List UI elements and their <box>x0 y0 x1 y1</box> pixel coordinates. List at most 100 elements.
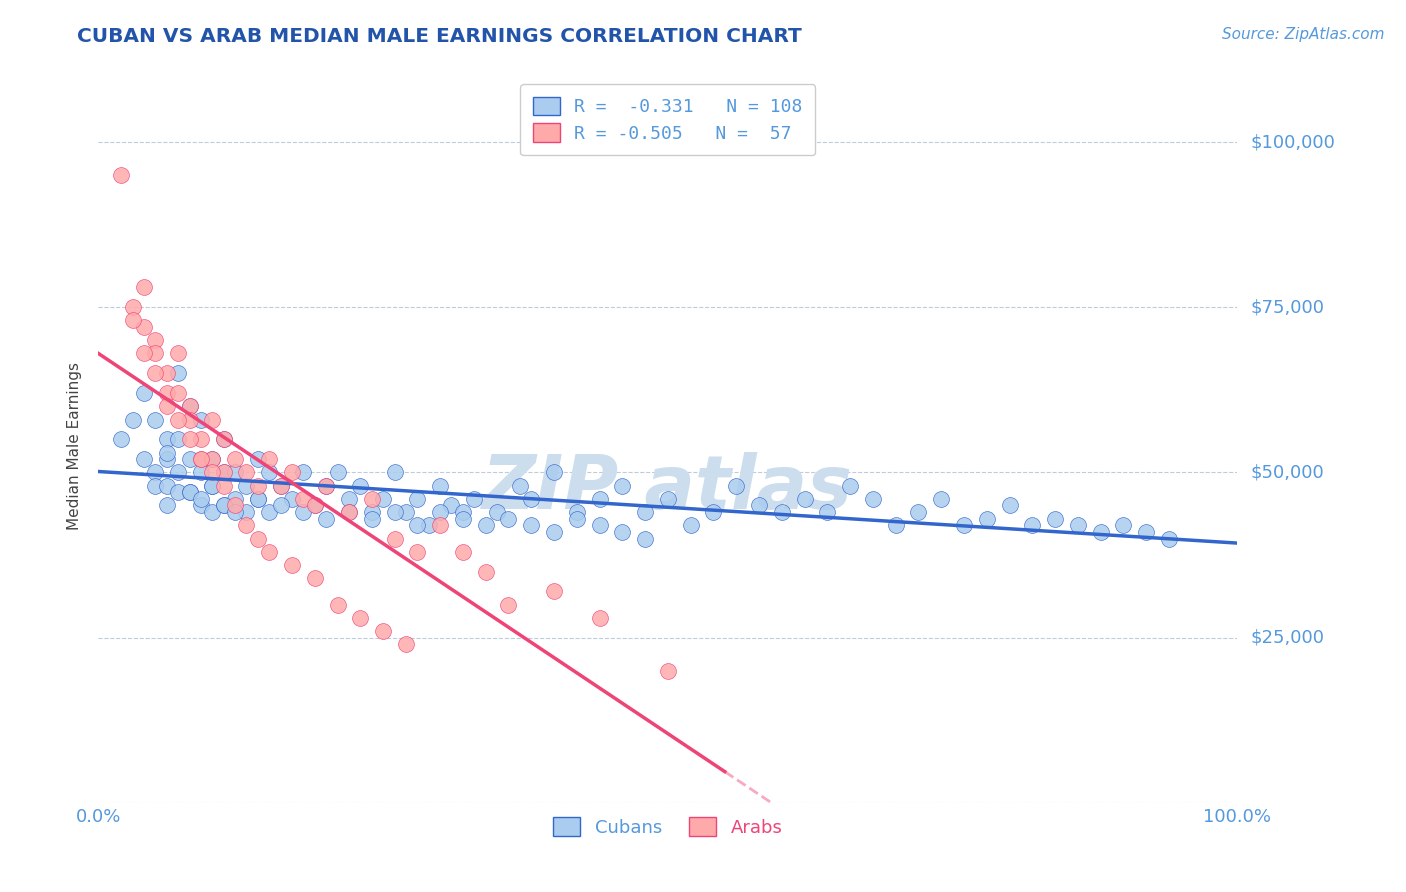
Point <box>520 491 543 506</box>
Point <box>520 518 543 533</box>
Text: $50,000: $50,000 <box>1251 464 1324 482</box>
Point <box>179 433 201 447</box>
Point <box>201 466 224 480</box>
Point <box>486 505 509 519</box>
Point <box>337 491 360 506</box>
Point <box>292 466 315 480</box>
Point <box>201 452 224 467</box>
Point <box>1135 524 1157 539</box>
Point <box>406 545 429 559</box>
Point <box>246 532 269 546</box>
Point <box>292 491 315 506</box>
Point <box>612 524 634 539</box>
Point <box>793 491 815 506</box>
Point <box>201 478 224 492</box>
Point <box>246 491 269 506</box>
Point <box>315 478 337 492</box>
Point <box>167 412 190 426</box>
Point <box>543 524 565 539</box>
Point <box>179 400 201 414</box>
Point <box>565 505 588 519</box>
Point <box>110 433 132 447</box>
Point <box>212 478 235 492</box>
Point <box>326 598 349 612</box>
Point <box>156 499 179 513</box>
Point <box>998 499 1021 513</box>
Point <box>132 386 155 401</box>
Point <box>212 433 235 447</box>
Point <box>235 505 257 519</box>
Legend: Cubans, Arabs: Cubans, Arabs <box>546 810 790 844</box>
Point <box>167 466 190 480</box>
Point <box>224 491 246 506</box>
Point <box>190 466 212 480</box>
Point <box>179 485 201 500</box>
Point <box>384 532 406 546</box>
Point <box>634 505 657 519</box>
Point <box>281 491 304 506</box>
Point <box>179 452 201 467</box>
Point <box>132 346 155 360</box>
Point <box>543 584 565 599</box>
Point <box>360 505 382 519</box>
Point <box>406 518 429 533</box>
Point <box>679 518 702 533</box>
Point <box>281 466 304 480</box>
Point <box>270 499 292 513</box>
Point <box>907 505 929 519</box>
Point <box>246 491 269 506</box>
Point <box>167 367 190 381</box>
Point <box>612 478 634 492</box>
Y-axis label: Median Male Earnings: Median Male Earnings <box>67 362 83 530</box>
Point <box>145 346 167 360</box>
Point <box>167 346 190 360</box>
Point <box>657 664 679 678</box>
Point <box>815 505 838 519</box>
Point <box>270 478 292 492</box>
Point <box>360 491 382 506</box>
Point <box>1090 524 1112 539</box>
Point <box>190 452 212 467</box>
Point <box>929 491 952 506</box>
Point <box>201 505 224 519</box>
Point <box>246 478 269 492</box>
Point <box>121 412 143 426</box>
Point <box>224 505 246 519</box>
Point <box>349 478 371 492</box>
Point <box>451 505 474 519</box>
Point <box>770 505 793 519</box>
Point <box>588 611 610 625</box>
Point <box>281 558 304 572</box>
Point <box>270 478 292 492</box>
Point <box>259 545 281 559</box>
Point <box>474 565 496 579</box>
Point <box>167 485 190 500</box>
Point <box>259 505 281 519</box>
Point <box>326 466 349 480</box>
Text: ZIP atlas: ZIP atlas <box>482 452 853 525</box>
Point <box>884 518 907 533</box>
Point <box>259 452 281 467</box>
Point <box>190 499 212 513</box>
Point <box>1157 532 1180 546</box>
Point <box>121 300 143 314</box>
Point <box>337 505 360 519</box>
Point <box>156 400 179 414</box>
Point <box>156 478 179 492</box>
Point <box>201 412 224 426</box>
Point <box>179 412 201 426</box>
Point <box>429 505 451 519</box>
Point <box>156 433 179 447</box>
Point <box>179 485 201 500</box>
Point <box>429 518 451 533</box>
Point <box>190 491 212 506</box>
Point <box>839 478 862 492</box>
Point <box>212 499 235 513</box>
Point <box>451 511 474 525</box>
Point <box>588 518 610 533</box>
Point <box>167 433 190 447</box>
Point <box>224 499 246 513</box>
Point <box>315 478 337 492</box>
Point <box>588 491 610 506</box>
Point <box>349 611 371 625</box>
